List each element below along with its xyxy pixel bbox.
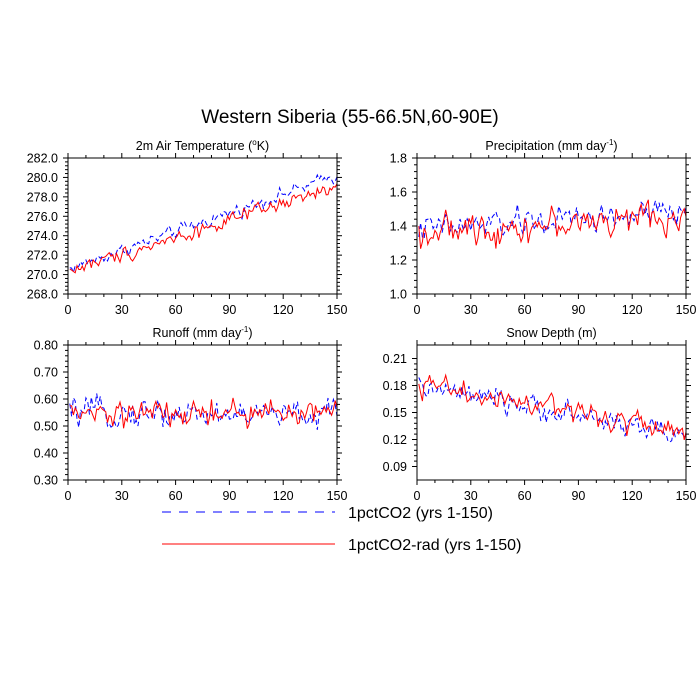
- y-tick-label: 0.12: [383, 433, 407, 447]
- panel-title: Snow Depth (m): [506, 326, 596, 340]
- y-tick-label: 274.0: [27, 229, 58, 243]
- x-tick-label: 120: [622, 303, 643, 317]
- x-tick-label: 0: [65, 303, 72, 317]
- y-tick-label: 1.8: [390, 152, 407, 166]
- panel-3: 0 30 60 90 120 150 0.30 0.40 0.50 0.60 0.70 0.80 Run…: [34, 325, 348, 503]
- series-line-1pctco2: [69, 393, 337, 430]
- legend-label-1pctco2-rad: 1pctCO2-rad (yrs 1-150): [348, 537, 521, 554]
- series-line-1pctco2-rad: [418, 199, 686, 249]
- panel-title: 2m Air Temperature (oK): [136, 138, 269, 153]
- legend-label-1pctco2: 1pctCO2 (yrs 1-150): [348, 505, 493, 522]
- x-tick-label: 0: [414, 489, 421, 503]
- y-tick-label: 0.60: [34, 393, 58, 407]
- y-tick-label: 0.40: [34, 447, 58, 461]
- y-tick-label: 1.6: [390, 186, 407, 200]
- y-tick-label: 0.21: [383, 352, 407, 366]
- x-tick-label: 90: [571, 489, 585, 503]
- panel-2: 0 30 60 90 120 150 1.0 1.2 1.4 1.6 1.8 Precipitatio…: [390, 138, 697, 317]
- y-tick-label: 278.0: [27, 190, 58, 204]
- x-tick-label: 30: [115, 303, 129, 317]
- y-tick-label: 1.2: [390, 254, 407, 268]
- y-tick-label: 0.50: [34, 420, 58, 434]
- y-tick-label: 0.18: [383, 379, 407, 393]
- figure-title: Western Siberia (55-66.5N,60-90E): [201, 107, 498, 128]
- y-tick-label: 1.4: [390, 220, 407, 234]
- x-tick-label: 120: [622, 489, 643, 503]
- y-tick-label: 272.0: [27, 249, 58, 263]
- x-tick-label: 30: [464, 489, 478, 503]
- y-tick-label: 276.0: [27, 210, 58, 224]
- series-line-1pctco2-rad: [69, 183, 337, 274]
- x-tick-label: 60: [518, 489, 532, 503]
- y-tick-label: 0.80: [34, 339, 58, 353]
- series-line-1pctco2: [418, 377, 686, 443]
- y-tick-label: 270.0: [27, 268, 58, 282]
- x-tick-label: 150: [327, 303, 348, 317]
- x-tick-label: 0: [65, 489, 72, 503]
- x-tick-label: 30: [115, 489, 129, 503]
- y-tick-label: 1.0: [390, 288, 407, 302]
- x-tick-label: 120: [273, 489, 294, 503]
- x-tick-label: 0: [414, 303, 421, 317]
- legend: 1pctCO2 (yrs 1-150) 1pctCO2-rad (yrs 1-1…: [162, 505, 521, 554]
- y-tick-label: 0.15: [383, 406, 407, 420]
- x-tick-label: 90: [222, 489, 236, 503]
- panel-title: Precipitation (mm day-1): [485, 138, 617, 153]
- y-tick-label: 0.30: [34, 474, 58, 488]
- series-line-1pctco2-rad: [69, 397, 337, 429]
- y-tick-label: 0.70: [34, 366, 58, 380]
- x-tick-label: 60: [169, 303, 183, 317]
- x-tick-label: 150: [676, 489, 697, 503]
- plot-frame: [67, 157, 338, 295]
- x-tick-label: 120: [273, 303, 294, 317]
- x-tick-label: 90: [222, 303, 236, 317]
- x-tick-label: 150: [676, 303, 697, 317]
- y-tick-label: 280.0: [27, 171, 58, 185]
- series-line-1pctco2-rad: [418, 373, 686, 441]
- x-tick-label: 60: [169, 489, 183, 503]
- x-tick-label: 60: [518, 303, 532, 317]
- y-tick-label: 268.0: [27, 288, 58, 302]
- panel-4: 0 30 60 90 120 150 0.09 0.12 0.15 0.18 0.21 Snow De…: [383, 326, 697, 503]
- y-tick-label: 282.0: [27, 152, 58, 166]
- series-line-1pctco2: [69, 173, 337, 275]
- plot-frame: [67, 344, 338, 481]
- y-tick-label: 0.09: [383, 460, 407, 474]
- panel-title: Runoff (mm day-1): [153, 325, 253, 340]
- plot-frame: [416, 157, 687, 295]
- x-tick-label: 30: [464, 303, 478, 317]
- plot-frame: [416, 344, 687, 481]
- x-tick-label: 150: [327, 489, 348, 503]
- x-tick-label: 90: [571, 303, 585, 317]
- panel-1: 0 30 60 90 120 150 268.0 270.0 272.0 274.0 276.0 27…: [27, 138, 348, 317]
